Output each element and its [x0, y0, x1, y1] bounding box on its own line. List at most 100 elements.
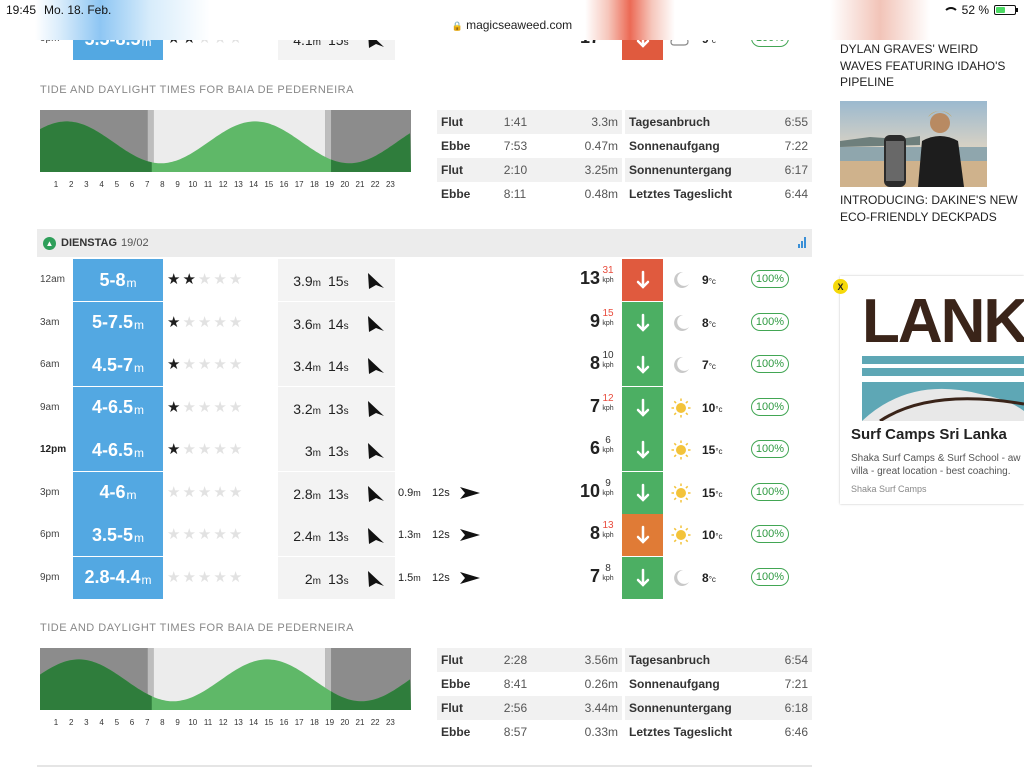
clock: 19:45 [6, 3, 37, 17]
surf-unit: m [126, 488, 137, 502]
collapse-icon[interactable]: ▲ [43, 236, 56, 250]
gust-value: 13 [602, 520, 614, 531]
ad-card[interactable]: LANK Surf Camps Sri Lanka Shaka Surf Cam… [840, 276, 1024, 504]
daylight-time: 6:55 [770, 110, 812, 134]
daylight-time: 7:21 [784, 677, 808, 691]
forecast-row[interactable]: 9pm 2.8-4.4 m ★★★★★ 2m 13s 1.5m 12s 7 8 kph 8°c 100% [0, 556, 812, 599]
article-link-2[interactable]: INTRODUCING: DAKINE'S NEW ECO-FRIENDLY D… [840, 193, 1018, 224]
tide-type: Ebbe [441, 677, 471, 691]
day-header[interactable]: ▲ DIENSTAG 19/02 [37, 229, 812, 257]
wind-gust: 6 kph [599, 436, 617, 456]
surf-height[interactable]: 4.5-7 m [73, 344, 163, 386]
swell-height-unit: m [312, 575, 321, 587]
probability-badge[interactable]: 100% [751, 482, 789, 501]
star-icon: ★ [213, 526, 229, 543]
swell-height-unit: m [312, 490, 321, 502]
star-icon: ★ [228, 568, 245, 586]
probability-badge[interactable]: 100% [751, 397, 789, 416]
wind-unit: kph [602, 362, 614, 369]
ad-logo-text: LANK [862, 287, 1024, 356]
forecast-row[interactable]: 6pm 3.5-5 m ★★★★★ 2.4m 13s 1.3m 12s 8 13 kph 10°c 10… [0, 514, 812, 556]
swell-direction [366, 399, 386, 424]
probability-badge[interactable]: 100% [751, 355, 789, 373]
swell-cell [278, 429, 395, 471]
rating-stars: ★★★★★ [167, 355, 244, 373]
hour-label: 19 [325, 180, 335, 189]
star-icon: ★ [182, 313, 198, 331]
wind-speed: 10 [579, 480, 600, 501]
surf-height[interactable]: 4-6 m [73, 471, 163, 514]
temp-unit: °c [708, 574, 716, 584]
hour-label: 7 [144, 718, 150, 727]
temperature: 9°c [702, 273, 716, 287]
ad-title[interactable]: Surf Camps Sri Lanka [851, 426, 1007, 443]
moon-icon [674, 356, 689, 373]
daylight-label: Tagesanbruch [625, 110, 771, 134]
surf-height[interactable]: 3.5-5 m [73, 514, 163, 556]
wind-arrow-icon [636, 398, 649, 417]
probability-badge[interactable]: 100% [751, 440, 789, 458]
status-bar: 19:45 Mo. 18. Feb. 🔒 magicseaweed.com 52 … [0, 0, 1024, 40]
hour-label: 14 [249, 718, 259, 727]
hour-label: 11 [203, 718, 213, 727]
surf-height[interactable]: 4-6.5 m [73, 386, 163, 429]
star-icon: ★ [213, 356, 229, 373]
tide-row: Flut 2:56 3.44m [437, 696, 622, 720]
star-icon: ★ [213, 271, 229, 288]
ad-image[interactable]: LANK [840, 276, 1024, 421]
address-bar[interactable]: 🔒 magicseaweed.com [0, 18, 1024, 32]
daylight-row: Letztes Tageslicht 6:46 [625, 720, 812, 744]
tide-type: Flut [437, 158, 500, 182]
star-icon: ★ [167, 271, 183, 288]
surf-height[interactable]: 5-8 m [73, 259, 163, 301]
wind-speed: 6 [589, 438, 600, 458]
row-time: 3pm [40, 486, 60, 498]
probability-badge[interactable]: 100% [751, 567, 789, 586]
surf-height[interactable]: 5-7.5 m [73, 301, 163, 344]
hour-label: 2 [68, 180, 74, 189]
gust-value: 8 [605, 562, 611, 574]
wind-direction [622, 344, 663, 386]
probability-badge[interactable]: 100% [751, 525, 789, 543]
article-image[interactable] [840, 101, 987, 187]
swell-period: 15s [328, 273, 349, 289]
swell-cell [278, 471, 395, 514]
star-icon: ★ [167, 483, 183, 501]
probability-badge[interactable]: 100% [751, 270, 789, 288]
swell-cell [278, 301, 395, 344]
star-icon: ★ [197, 398, 214, 416]
forecast-row[interactable]: 3pm 4-6 m ★★★★★ 2.8m 13s 0.9m 12s 10 9 kph 15°c 100% [0, 471, 812, 514]
row-time: 9am [40, 401, 60, 413]
row-time: 12pm [40, 444, 67, 455]
temperature: 8°c [702, 570, 716, 585]
signal-bars-icon[interactable] [798, 237, 806, 248]
weather [669, 483, 693, 503]
forecast-row[interactable]: 3am 5-7.5 m ★★★★★ 3.6m 14s 9 15 kph 8°c 100% [0, 301, 812, 344]
lock-icon: 🔒 [451, 21, 464, 31]
article-link-1[interactable]: DYLAN GRAVES' WEIRD WAVES FEATURING IDAH… [840, 42, 1006, 89]
surf-height[interactable]: 2.8-4.4 m [73, 556, 163, 599]
ad-close-button[interactable]: X [833, 279, 848, 294]
swell-period: 13s [328, 485, 349, 502]
wifi-icon [944, 6, 957, 15]
wind-arrow-icon [636, 525, 649, 544]
surf-height[interactable]: 4-6.5 m [73, 429, 163, 471]
battery-icon [994, 5, 1018, 15]
secondary-swell-height: 1.3m [398, 529, 421, 541]
hour-label: 3 [84, 180, 89, 189]
surf-unit: m [141, 573, 152, 587]
temp-unit: °c [715, 404, 723, 414]
hour-label: 14 [249, 180, 259, 189]
forecast-row[interactable]: 9am 4-6.5 m ★★★★★ 3.2m 13s 7 12 kph 10°c 100% [0, 386, 812, 429]
probability-badge[interactable]: 100% [751, 312, 789, 331]
forecast-row[interactable]: 12pm 4-6.5 m ★★★★★ 3m 13s 6 6 kph 15°c 100% [0, 429, 812, 471]
tide-chart-2 [40, 648, 411, 710]
swell-arrow-icon [368, 485, 384, 502]
surf-unit: m [126, 275, 137, 290]
forecast-row[interactable]: 12am 5-8 m ★★★★★ 3.9m 15s 13 31 kph 9°c 100% [0, 259, 812, 301]
daylight-label: Letztes Tageslicht [629, 725, 733, 739]
star-icon: ★ [228, 271, 245, 288]
hour-label: 20 [340, 180, 350, 189]
forecast-row[interactable]: 6am 4.5-7 m ★★★★★ 3.4m 14s 8 10 kph 7°c 100% [0, 344, 812, 386]
